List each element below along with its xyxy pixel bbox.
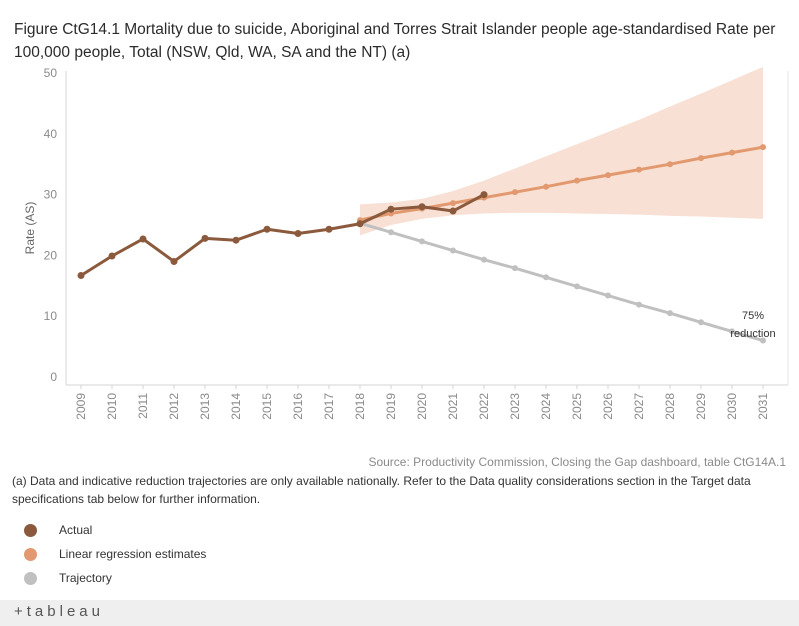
legend-label: Linear regression estimates (59, 547, 207, 561)
annotation-text: 75% (742, 310, 764, 322)
x-tick-label: 2025 (570, 393, 584, 420)
series-line-trajectory (358, 221, 765, 343)
x-tick-label: 2017 (322, 393, 336, 420)
data-point-regression (636, 166, 642, 173)
tableau-logo[interactable]: +tableau (14, 603, 104, 620)
data-point-trajectory (729, 328, 735, 335)
data-point-regression (450, 200, 456, 207)
x-tick-label: 2011 (136, 393, 150, 419)
legend-label: Trajectory (59, 571, 112, 585)
data-point-actual (294, 230, 302, 238)
annotation-text: reduction (730, 328, 775, 340)
x-tick-label: 2028 (663, 393, 677, 420)
data-point-actual (139, 235, 147, 243)
data-point-trajectory (512, 265, 518, 272)
data-point-trajectory (698, 319, 704, 326)
data-point-trajectory (419, 238, 425, 245)
series-line-actual (79, 193, 486, 277)
y-tick-label: 10 (44, 309, 58, 323)
x-tick-label: 2019 (384, 393, 398, 420)
data-point-regression (574, 177, 580, 184)
x-tick-label: 2013 (198, 393, 212, 420)
data-point-regression (543, 183, 549, 190)
chart-title: Figure CtG14.1 Mortality due to suicide,… (14, 21, 776, 61)
legend-item-regression[interactable]: Linear regression estimates (24, 542, 206, 566)
legend-item-actual[interactable]: Actual (24, 518, 206, 542)
footer-bar: +tableau (0, 600, 799, 626)
data-point-actual (325, 225, 333, 233)
x-tick-label: 2015 (260, 393, 274, 420)
data-point-trajectory (450, 247, 456, 254)
x-tick-label: 2012 (167, 393, 181, 420)
x-tick-label: 2031 (756, 393, 770, 420)
legend-swatch-trajectory (24, 571, 37, 585)
legend: Actual Linear regression estimates Traje… (24, 518, 206, 590)
x-tick-label: 2021 (446, 393, 460, 420)
y-tick-label: 30 (44, 188, 58, 202)
x-tick-label: 2024 (539, 393, 553, 420)
data-point-regression (729, 149, 735, 156)
legend-swatch-actual (24, 523, 37, 537)
data-point-regression (512, 189, 518, 196)
data-point-trajectory (481, 256, 487, 263)
x-tick-label: 2014 (229, 393, 243, 420)
x-tick-label: 2020 (415, 393, 429, 420)
data-point-actual (356, 220, 364, 228)
y-tick-label: 50 (44, 66, 58, 80)
footnote: (a) Data and indicative reduction trajec… (12, 474, 751, 506)
data-point-trajectory (543, 274, 549, 281)
data-point-regression (667, 161, 673, 168)
data-point-trajectory (760, 337, 766, 344)
x-tick-label: 2010 (105, 393, 119, 420)
data-point-regression (605, 172, 611, 179)
x-tick-label: 2027 (632, 393, 646, 420)
data-point-trajectory (605, 292, 611, 299)
y-tick-label: 40 (44, 127, 58, 141)
data-point-actual (418, 203, 426, 211)
data-point-trajectory (388, 229, 394, 236)
data-point-actual (387, 205, 395, 213)
data-point-actual (201, 234, 209, 242)
data-point-regression (698, 155, 704, 162)
x-tick-label: 2022 (477, 393, 491, 420)
data-point-regression (760, 144, 766, 151)
x-tick-label: 2016 (291, 393, 305, 420)
data-point-actual (170, 257, 178, 265)
data-point-actual (263, 225, 271, 233)
x-tick-label: 2009 (74, 393, 88, 420)
data-point-trajectory (667, 310, 673, 317)
data-point-actual (480, 191, 488, 199)
x-tick-label: 2030 (725, 393, 739, 420)
y-tick-label: 20 (44, 248, 58, 262)
data-point-trajectory (636, 301, 642, 308)
y-axis-title: Rate (AS) (23, 202, 37, 255)
confidence-band (360, 66, 763, 236)
data-point-actual (77, 271, 85, 279)
x-tick-label: 2029 (694, 393, 708, 420)
x-tick-label: 2018 (353, 393, 367, 420)
legend-swatch-regression (24, 547, 37, 561)
y-tick-label: 0 (50, 370, 57, 384)
data-point-trajectory (574, 283, 580, 290)
legend-label: Actual (59, 523, 93, 537)
legend-item-trajectory[interactable]: Trajectory (24, 566, 206, 590)
data-point-actual (108, 252, 116, 260)
data-point-actual (449, 207, 457, 215)
x-tick-label: 2023 (508, 393, 522, 420)
source-note: Source: Productivity Commission, Closing… (368, 455, 786, 469)
x-tick-label: 2026 (601, 393, 615, 420)
data-point-actual (232, 236, 240, 244)
